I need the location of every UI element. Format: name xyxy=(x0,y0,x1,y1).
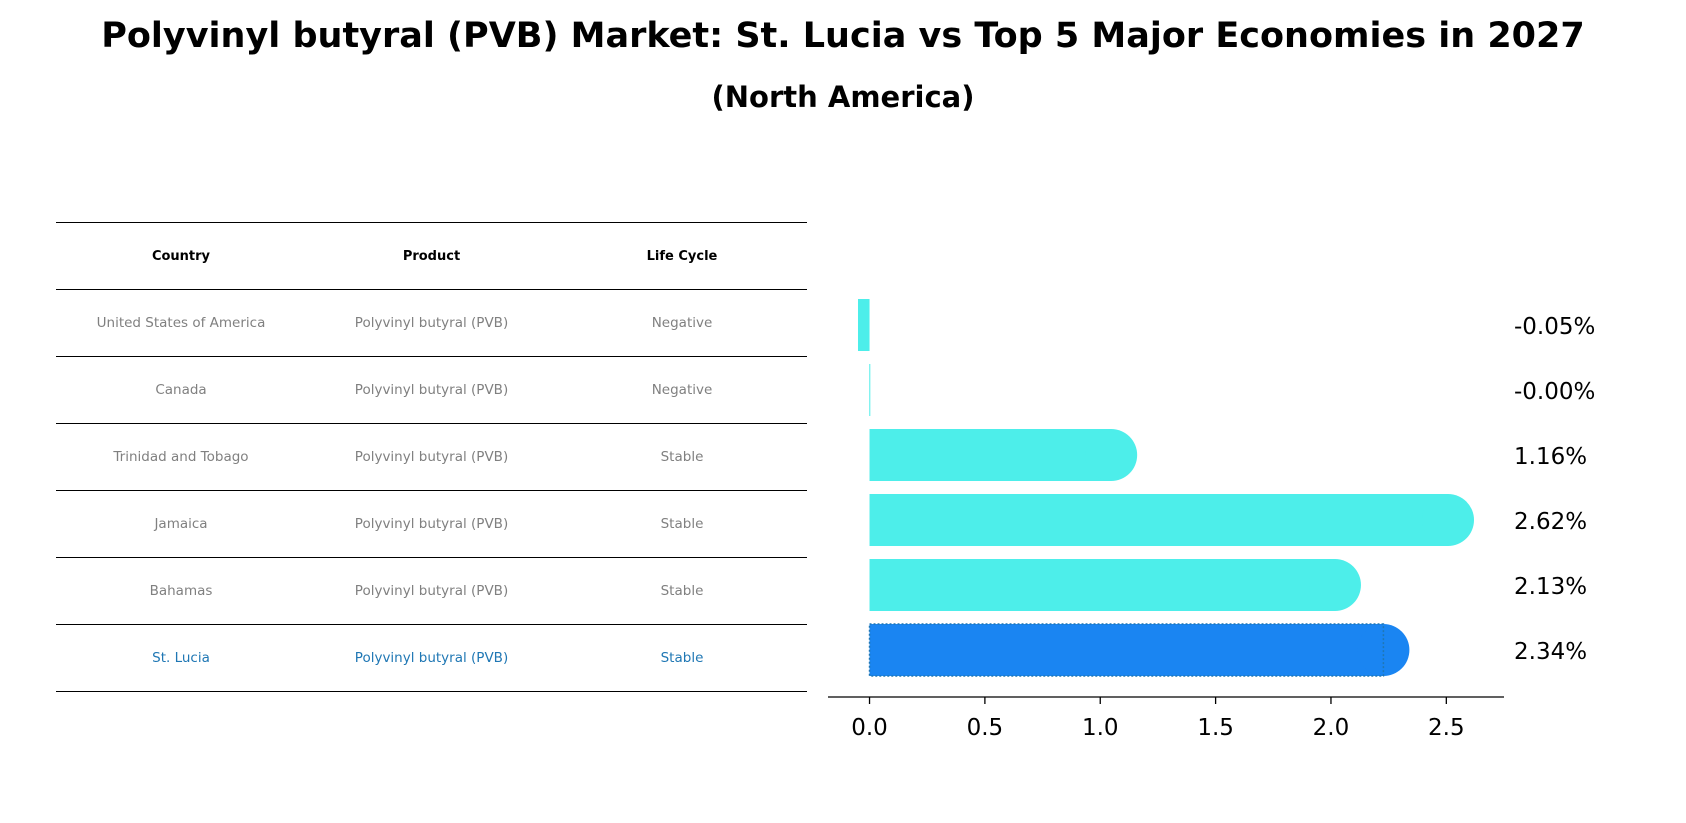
bar-bahamas-cap xyxy=(1308,559,1361,611)
cell-product: Polyvinyl butyral (PVB) xyxy=(306,490,557,558)
cell-life-cycle: Stable xyxy=(557,490,807,558)
data-label: 2.13% xyxy=(1514,574,1587,600)
cell-product: Polyvinyl butyral (PVB) xyxy=(306,289,557,357)
cell-product: Polyvinyl butyral (PVB) xyxy=(306,356,557,424)
x-tick-label: 1.5 xyxy=(1197,715,1234,741)
bar-united-states-of-america xyxy=(857,299,870,351)
x-tick-label: 0.5 xyxy=(967,715,1004,741)
bar-trinidad-and-tobago-cap xyxy=(1085,429,1138,481)
data-label: -0.05% xyxy=(1514,314,1595,340)
data-label: -0.00% xyxy=(1514,379,1595,405)
table-row: Jamaica Polyvinyl butyral (PVB) Stable xyxy=(56,490,807,558)
chart-title: Polyvinyl butyral (PVB) Market: St. Luci… xyxy=(101,16,1585,56)
cell-country: St. Lucia xyxy=(56,624,306,692)
cell-life-cycle: Negative xyxy=(557,289,807,357)
bar-trinidad-and-tobago xyxy=(869,429,1138,481)
table-header-row: Country Product Life Cycle xyxy=(56,222,807,290)
cell-country: Trinidad and Tobago xyxy=(56,423,306,491)
data-label: 2.62% xyxy=(1514,509,1587,535)
x-tick-label: 2.0 xyxy=(1313,715,1350,741)
cell-country: Bahamas xyxy=(56,557,306,625)
data-table-container: Country Product Life Cycle United States… xyxy=(56,222,807,692)
cell-product: Polyvinyl butyral (PVB) xyxy=(306,423,557,491)
bar-canada xyxy=(869,364,871,416)
cell-life-cycle: Stable xyxy=(557,624,807,692)
cell-life-cycle: Stable xyxy=(557,423,807,491)
bar-jamaica-body xyxy=(869,494,1449,546)
table-row: United States of America Polyvinyl butyr… xyxy=(56,289,807,357)
cell-life-cycle: Stable xyxy=(557,557,807,625)
bar-jamaica-cap xyxy=(1422,494,1475,546)
cell-product: Polyvinyl butyral (PVB) xyxy=(306,557,557,625)
bar-st-lucia-body xyxy=(869,624,1384,676)
table-row: Canada Polyvinyl butyral (PVB) Negative xyxy=(56,356,807,424)
x-tick-label: 2.5 xyxy=(1428,715,1465,741)
header-life-cycle: Life Cycle xyxy=(557,222,807,290)
cell-country: Canada xyxy=(56,356,306,424)
bar-jamaica xyxy=(869,494,1475,546)
table-row-highlighted: St. Lucia Polyvinyl butyral (PVB) Stable xyxy=(56,624,807,692)
bar-st-lucia-outline xyxy=(868,623,1385,677)
bar-st-lucia-cap xyxy=(1357,624,1410,676)
bar-st-lucia xyxy=(868,623,1410,677)
data-table: Country Product Life Cycle United States… xyxy=(56,222,807,692)
table-row: Trinidad and Tobago Polyvinyl butyral (P… xyxy=(56,423,807,491)
x-tick-label: 0.0 xyxy=(851,715,888,741)
bar-bahamas xyxy=(869,559,1361,611)
header-product: Product xyxy=(306,222,557,290)
cell-life-cycle: Negative xyxy=(557,356,807,424)
cell-country: United States of America xyxy=(56,289,306,357)
data-label: 1.16% xyxy=(1514,444,1587,470)
bar-bahamas-body xyxy=(869,559,1335,611)
chart-subtitle: (North America) xyxy=(711,80,975,114)
cell-product: Polyvinyl butyral (PVB) xyxy=(306,624,557,692)
bar-trinidad-and-tobago-body xyxy=(869,429,1112,481)
data-label: 2.34% xyxy=(1514,639,1587,665)
x-tick-label: 1.0 xyxy=(1082,715,1119,741)
header-country: Country xyxy=(56,222,306,290)
cell-country: Jamaica xyxy=(56,490,306,558)
table-row: Bahamas Polyvinyl butyral (PVB) Stable xyxy=(56,557,807,625)
